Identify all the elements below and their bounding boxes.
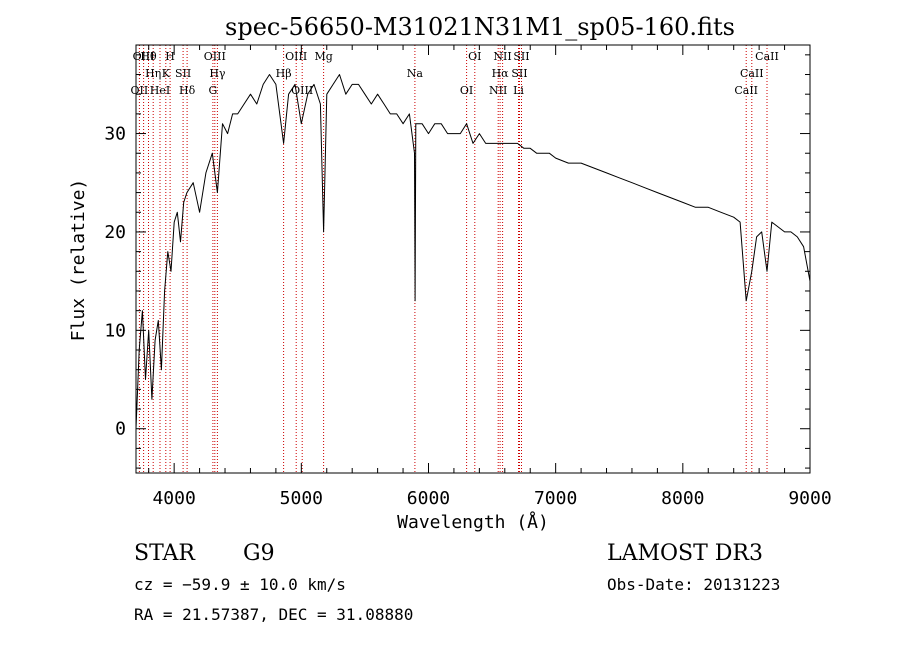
redshift-velocity: cz = −59.9 ± 10.0 km/s bbox=[134, 575, 346, 594]
line-marker-label: Hα bbox=[492, 67, 510, 80]
line-marker-label: Li bbox=[513, 84, 524, 97]
line-marker-labels: HθHηOIIOIIIKHeIHSIIHδOIIIHγGOIIIHβOIIIMg… bbox=[131, 50, 779, 97]
plot-frame bbox=[135, 44, 811, 474]
line-marker-label: OII bbox=[131, 84, 149, 97]
line-marker-label: G bbox=[209, 84, 218, 97]
line-marker-label: SII bbox=[513, 50, 529, 63]
coordinates: RA = 21.57387, DEC = 31.08880 bbox=[134, 605, 413, 624]
x-axis-label: Wavelength (Å) bbox=[397, 511, 549, 533]
chart-title: spec-56650-M31021N31M1_sp05-160.fits bbox=[225, 13, 735, 41]
x-tick-label: 7000 bbox=[534, 488, 577, 509]
object-subclass: G9 bbox=[243, 541, 275, 566]
y-axis-label: Flux (relative) bbox=[68, 179, 89, 342]
x-tick-label: 8000 bbox=[661, 488, 704, 509]
line-markers bbox=[138, 45, 768, 473]
x-tick-label: 4000 bbox=[152, 488, 195, 509]
line-marker-label: OIII bbox=[133, 50, 155, 63]
line-marker-label: H bbox=[165, 50, 175, 63]
line-marker-label: Hη bbox=[145, 67, 161, 80]
line-marker-label: SII bbox=[511, 67, 527, 80]
x-axis-ticks: 4000 5000 6000 7000 8000 9000 bbox=[148, 45, 832, 509]
y-tick-label: 10 bbox=[104, 320, 126, 341]
line-marker-label: Hθ bbox=[140, 50, 157, 63]
line-marker-label: Hβ bbox=[276, 67, 292, 80]
line-marker-label: OI bbox=[460, 84, 473, 97]
line-marker-label: OIII bbox=[285, 50, 307, 63]
object-class: STAR bbox=[134, 541, 196, 566]
line-marker-label: OIII bbox=[204, 50, 226, 63]
line-marker-label: CaII bbox=[734, 84, 758, 97]
line-marker-label: CaII bbox=[755, 50, 779, 63]
line-marker-label: Hγ bbox=[209, 67, 226, 80]
x-tick-label: 5000 bbox=[280, 488, 323, 509]
line-marker-label: SII bbox=[175, 67, 191, 80]
x-tick-label: 9000 bbox=[788, 488, 831, 509]
y-tick-label: 20 bbox=[104, 222, 126, 243]
line-marker-label: Na bbox=[407, 67, 424, 80]
line-marker-label: HeI bbox=[150, 84, 170, 97]
line-marker-label: NII bbox=[489, 84, 507, 97]
y-axis-ticks: 0 10 20 30 bbox=[104, 54, 810, 469]
y-tick-label: 30 bbox=[104, 124, 126, 145]
line-marker-label: OI bbox=[468, 50, 481, 63]
y-tick-label: 0 bbox=[115, 419, 126, 440]
line-marker-label: K bbox=[162, 67, 171, 80]
spectrum-line bbox=[135, 74, 811, 429]
survey-name: LAMOST DR3 bbox=[607, 541, 763, 566]
x-tick-label: 6000 bbox=[407, 488, 450, 509]
line-marker-label: Mg bbox=[314, 50, 332, 63]
line-marker-label: CaII bbox=[740, 67, 764, 80]
line-marker-label: Hδ bbox=[179, 84, 196, 97]
observation-date: Obs-Date: 20131223 bbox=[607, 575, 780, 594]
line-marker-label: NII bbox=[493, 50, 511, 63]
